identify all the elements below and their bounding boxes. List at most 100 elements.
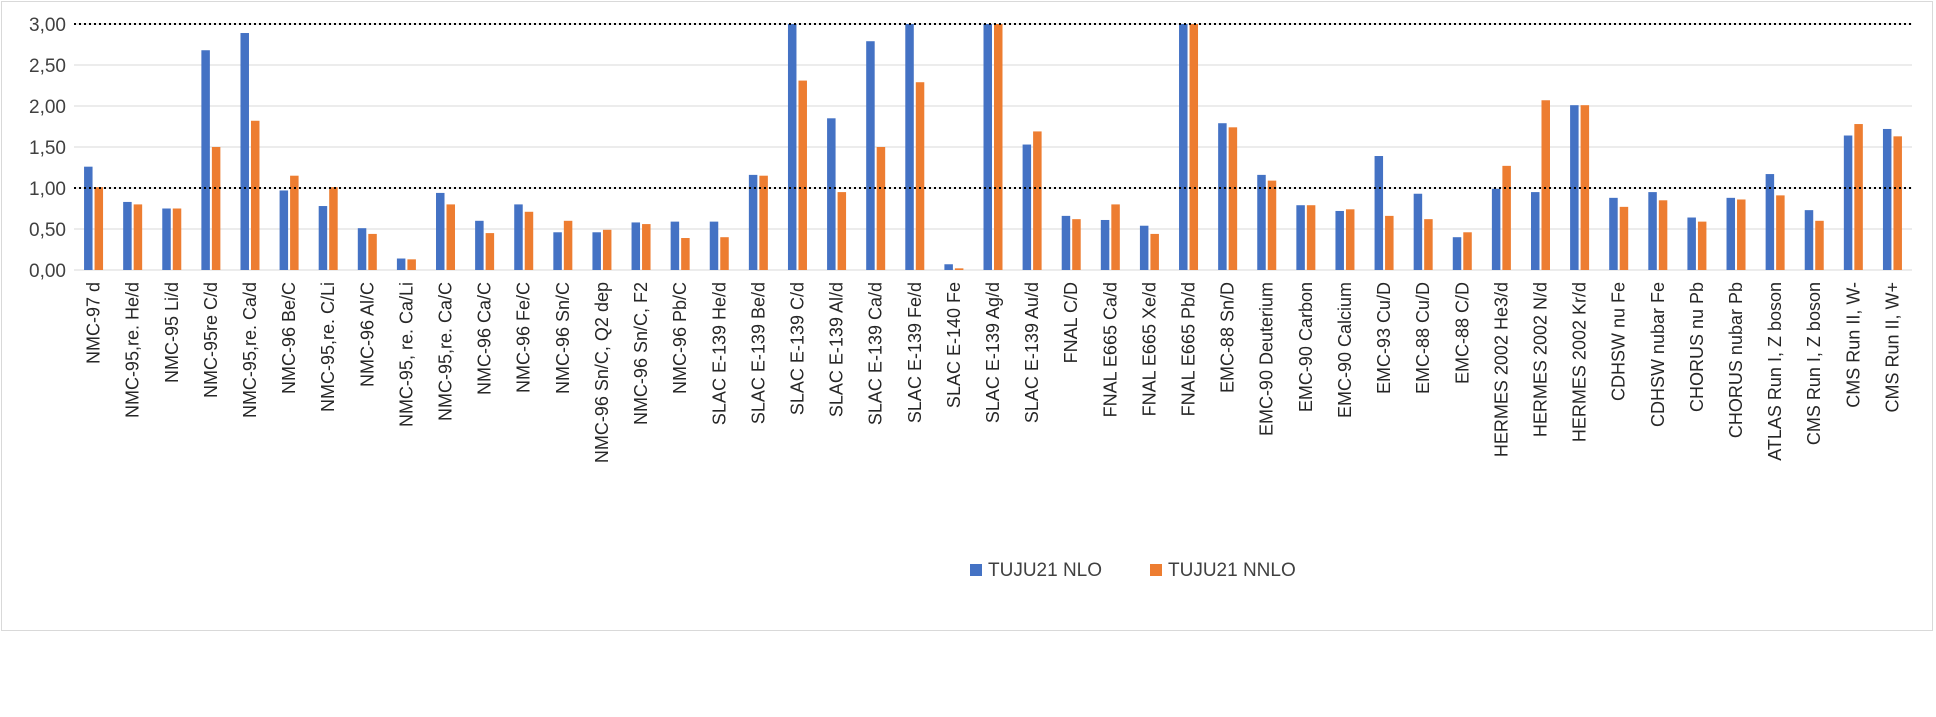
bar-chart: 0,000,501,001,502,002,503,00 NMC-97 d NMC…: [29, 15, 1912, 581]
bar-nlo: [396, 258, 406, 270]
bar-nlo: [1491, 188, 1501, 270]
bar-nnlo: [837, 192, 847, 270]
bar-nlo: [709, 221, 719, 270]
category-label: FNAL E665 Ca/d: [1100, 282, 1120, 417]
category-label: NMC-96 Ca/C: [475, 282, 495, 395]
bar-nnlo: [485, 233, 495, 270]
bar-nnlo: [1306, 205, 1316, 270]
bar-nnlo: [915, 82, 925, 270]
bar-nlo: [670, 221, 680, 270]
bar-nnlo: [1737, 199, 1746, 270]
bar-nnlo: [798, 80, 807, 270]
bar-nlo: [1413, 193, 1423, 270]
bar-nlo: [1609, 197, 1618, 270]
bar-nlo: [1530, 192, 1540, 270]
bar-nnlo: [1463, 232, 1472, 270]
category-label: NMC-95, re. Ca/Li: [396, 282, 416, 427]
reference-lines: [74, 23, 1912, 189]
y-tick-label: 2,00: [29, 97, 66, 118]
bar-nnlo: [1033, 131, 1042, 270]
category-label: NMC-95,re. Ca/C: [436, 282, 456, 421]
bar-nnlo: [1345, 209, 1355, 270]
category-label: SLAC E-140 Fe: [944, 282, 964, 408]
bar-nlo: [279, 190, 289, 270]
bar-nnlo: [1815, 220, 1824, 270]
bar-nnlo: [524, 211, 534, 270]
bar-nnlo: [211, 147, 221, 270]
category-label: NMC-95 Li/d: [162, 282, 182, 383]
bar-nlo: [318, 206, 328, 270]
bar-nlo: [357, 228, 367, 270]
bar-nlo: [1687, 217, 1696, 270]
category-label: FNAL E665 Xe/d: [1139, 282, 1159, 416]
category-label: SLAC E-139 He/d: [709, 282, 729, 425]
bar-nlo: [123, 201, 132, 270]
bar-nnlo: [1854, 124, 1863, 270]
bar-nlo: [1179, 24, 1188, 270]
legend-label: TUJU21 NLO: [988, 560, 1102, 581]
category-label: EMC-90 Calcium: [1335, 282, 1355, 418]
bar-nlo: [592, 232, 601, 270]
category-label: HERMES 2002 He3/d: [1491, 282, 1511, 457]
category-label: ATLAS Run I, Z boson: [1765, 282, 1785, 461]
legend-label: TUJU21 NNLO: [1168, 560, 1296, 581]
gridlines: [74, 23, 1912, 271]
bar-nnlo: [407, 259, 416, 270]
bar-nlo: [436, 192, 445, 270]
category-label: SLAC E-139 Ca/d: [866, 282, 886, 425]
category-label: NMC-95,re. C/Li: [318, 282, 338, 412]
bar-nlo: [944, 264, 953, 270]
bar-nnlo: [329, 187, 338, 270]
bar-nlo: [1022, 144, 1032, 270]
bar-nnlo: [1658, 200, 1668, 270]
bar-nnlo: [1072, 219, 1081, 270]
category-label: SLAC E-139 Au/d: [1022, 282, 1042, 423]
y-tick-label: 0,50: [29, 220, 66, 241]
category-label: EMC-90 Deuterium: [1257, 282, 1277, 436]
category-label: CMS Run II, W-: [1843, 282, 1863, 408]
y-tick-label: 3,00: [29, 15, 66, 36]
category-label: CHORUS nubar Pb: [1726, 282, 1746, 438]
category-label: NMC-96 Al/C: [357, 282, 377, 387]
bar-nlo: [1726, 197, 1736, 270]
y-tick-label: 0,00: [29, 261, 66, 282]
category-label: HERMES 2002 N/d: [1530, 282, 1550, 437]
y-tick-label: 1,00: [29, 179, 66, 200]
bar-nnlo: [1619, 206, 1629, 270]
bar-nnlo: [1893, 136, 1902, 270]
bars: [84, 24, 1902, 271]
category-label: NMC-96 Pb/C: [670, 282, 690, 394]
bar-nnlo: [1228, 127, 1238, 270]
legend-swatch: [1150, 564, 1162, 576]
bar-nnlo: [94, 187, 104, 270]
chart-frame: 0,00 0,50 1,00 1,50 2,00 2,50 3,00 NMC-97 d NMC…: [1, 1, 1933, 631]
category-label: EMC-93 Cu/D: [1374, 282, 1394, 394]
category-label: NMC-97 d: [84, 282, 104, 364]
bar-nlo: [1843, 135, 1853, 270]
legend-swatch: [970, 564, 982, 576]
bar-nnlo: [1502, 165, 1511, 270]
category-label: SLAC E-139 Fe/d: [905, 282, 925, 423]
bar-nlo: [475, 220, 484, 270]
bar-nlo: [84, 166, 93, 270]
category-label: NMC-96 Fe/C: [514, 282, 534, 393]
category-label: EMC-88 C/D: [1452, 282, 1472, 384]
bar-nnlo: [876, 147, 886, 270]
bar-nnlo: [1150, 233, 1159, 270]
bar-nlo: [1296, 205, 1305, 270]
category-label: CMS Run I, Z boson: [1804, 282, 1824, 445]
bar-nlo: [201, 50, 210, 270]
category-label: FNAL C/D: [1061, 282, 1081, 363]
category-label: SLAC E-139 Be/d: [748, 282, 768, 424]
category-label: CHORUS nu Pb: [1687, 282, 1707, 412]
legend: TUJU21 NLO TUJU21 NNLO: [970, 560, 1296, 581]
bar-nnlo: [1776, 195, 1785, 270]
bar-nnlo: [1541, 100, 1550, 270]
bar-nnlo: [642, 224, 651, 270]
bar-nlo: [866, 41, 875, 270]
bar-nnlo: [446, 204, 456, 270]
y-tick-label: 1,50: [29, 138, 66, 159]
bar-nlo: [1765, 174, 1775, 270]
bar-nlo: [553, 232, 562, 270]
bar-nnlo: [172, 208, 182, 270]
